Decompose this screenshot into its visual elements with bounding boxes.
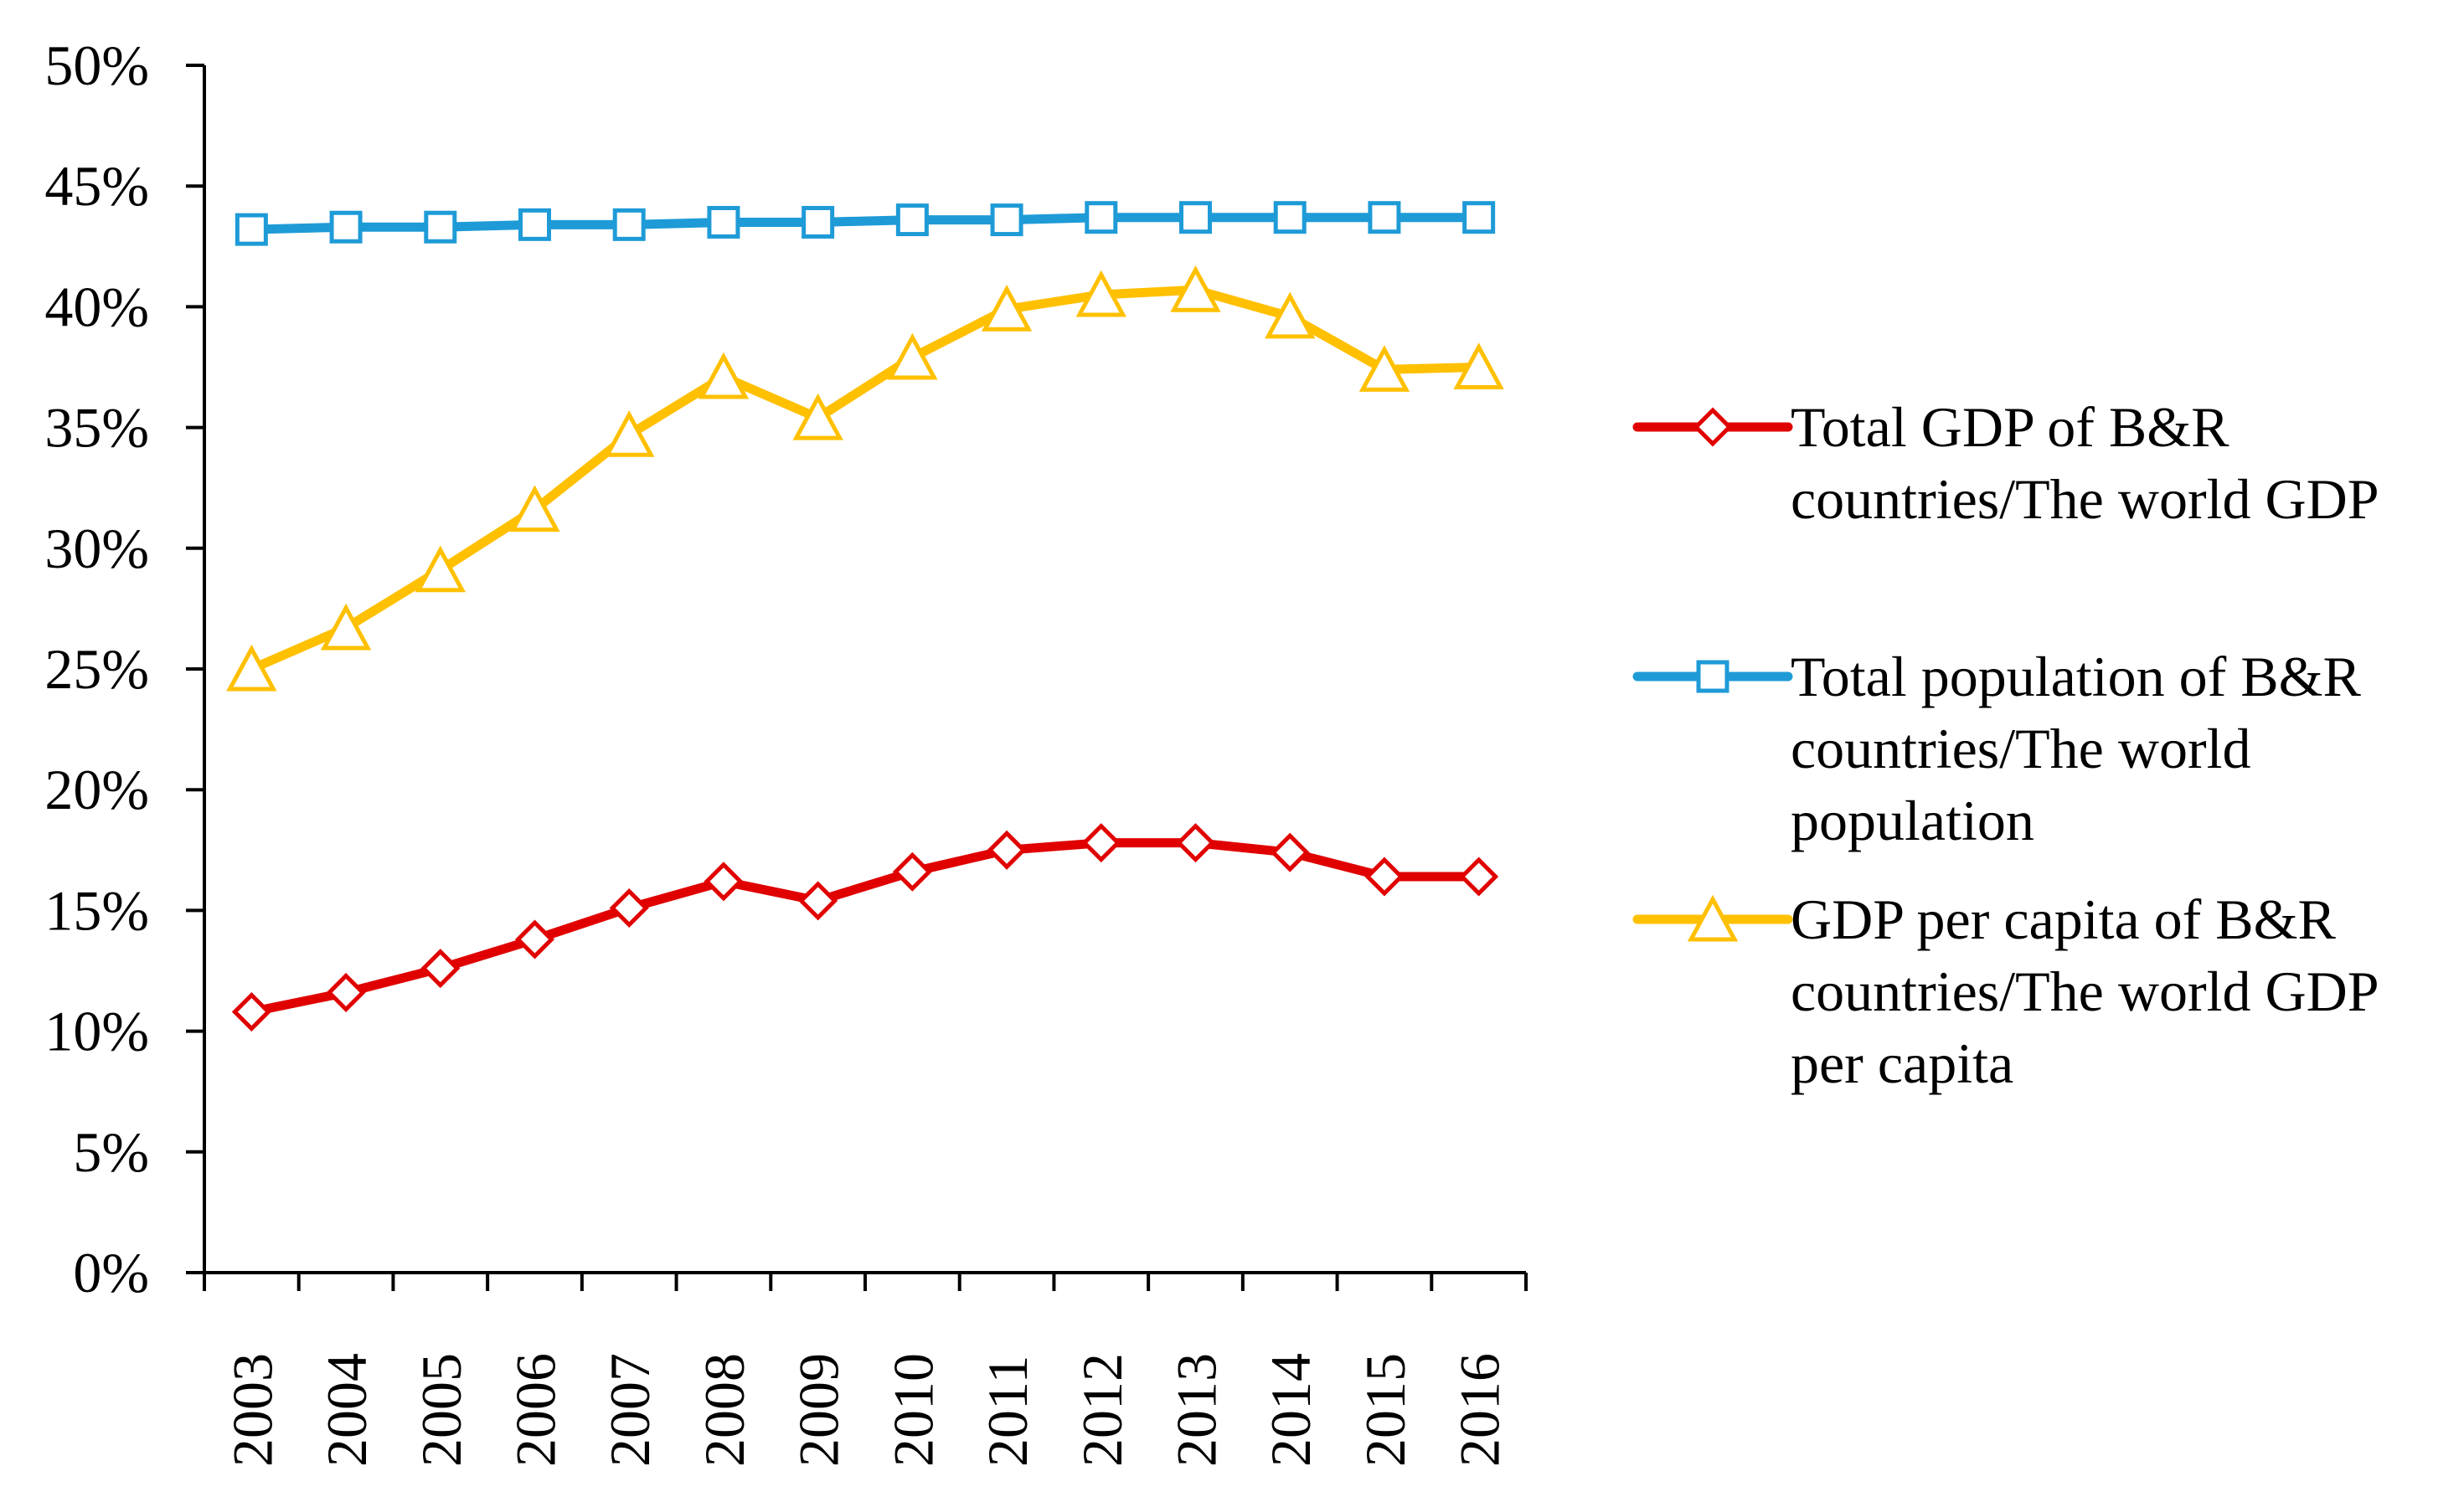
y-tick-label: 30%: [44, 517, 149, 580]
data-point: [320, 603, 372, 651]
data-point: [1462, 201, 1496, 234]
data-point: [1179, 201, 1212, 234]
data-point: [802, 205, 835, 239]
data-point: [1364, 857, 1405, 897]
data-point: [792, 393, 843, 440]
data-point: [887, 332, 938, 380]
legend-label-line: countries/The world GDP: [1791, 960, 2379, 1023]
data-point: [990, 203, 1023, 237]
x-axis-ticks: 2003 2004 2005 2006 2007 2008 2009 2010 2011 2012…: [203, 1273, 1528, 1467]
x-tick-label: 2016: [1448, 1353, 1512, 1467]
legend-label-line: Total population of B&R: [1791, 645, 2362, 708]
x-tick-label: 2011: [976, 1356, 1039, 1467]
y-tick-label: 25%: [44, 637, 149, 701]
y-tick-label: 40%: [44, 275, 149, 338]
data-point: [329, 210, 363, 244]
y-tick-label: 45%: [44, 154, 149, 218]
data-point: [415, 545, 466, 593]
legend-label-line: per capita: [1791, 1032, 2013, 1095]
legend-label-line: countries/The world: [1791, 717, 2251, 780]
series-square-group: [235, 201, 1496, 246]
data-point: [604, 410, 655, 457]
data-point: [1265, 291, 1316, 339]
y-tick-label: 10%: [44, 1000, 149, 1063]
data-point: [892, 851, 932, 892]
data-point: [509, 485, 560, 532]
data-point: [1270, 832, 1310, 872]
series-triangle-group: [226, 265, 1504, 692]
data-point: [1175, 823, 1216, 863]
data-point: [231, 991, 271, 1032]
x-tick-label: 2014: [1259, 1353, 1322, 1467]
data-point: [895, 203, 929, 237]
data-point: [226, 644, 277, 692]
x-tick-label: 2013: [1165, 1353, 1229, 1467]
legend-swatch-marker: [1693, 407, 1733, 447]
x-tick-label: 2009: [787, 1353, 851, 1467]
y-tick-label: 20%: [44, 758, 149, 821]
series-diamond-group: [231, 823, 1499, 1032]
x-tick-label: 2006: [504, 1353, 568, 1467]
data-point: [420, 949, 461, 989]
x-tick-label: 2012: [1070, 1353, 1134, 1467]
legend-entry: Total GDP of B&R countries/The world GDP: [1632, 395, 2379, 531]
data-point: [1273, 201, 1307, 234]
legend-label-line: Total GDP of B&R: [1791, 395, 2229, 459]
legend-swatch-marker: [1687, 894, 1739, 942]
legend-label-line: countries/The world GDP: [1791, 467, 2379, 531]
data-point: [514, 919, 555, 960]
data-point: [698, 352, 750, 399]
series-line: [246, 285, 1484, 674]
legend-entry: GDP per capita of B&R countries/The world…: [1632, 887, 2379, 1095]
legend-label-line: population: [1791, 789, 2034, 852]
data-point: [707, 205, 740, 239]
data-point: [704, 862, 744, 902]
x-tick-label: 2005: [410, 1353, 473, 1467]
data-point: [987, 830, 1027, 870]
data-point: [1368, 201, 1401, 234]
legend-swatch-marker: [1696, 660, 1729, 693]
legend-entry: Total population of B&R countries/The wor…: [1632, 645, 2362, 852]
data-point: [235, 213, 268, 246]
chart-series: [226, 201, 1504, 1032]
data-point: [1170, 265, 1221, 312]
data-point: [1453, 342, 1504, 389]
x-tick-label: 2004: [315, 1353, 379, 1467]
data-point: [1075, 270, 1126, 317]
legend-label-line: GDP per capita of B&R: [1791, 887, 2337, 951]
data-point: [1085, 201, 1118, 234]
data-point: [981, 285, 1033, 332]
y-tick-label: 5%: [73, 1120, 149, 1184]
data-point: [1459, 857, 1499, 897]
data-point: [518, 208, 551, 241]
chart-axes: [203, 65, 1526, 1274]
y-tick-label: 0%: [73, 1241, 149, 1304]
data-point: [798, 881, 838, 921]
data-point: [424, 210, 457, 244]
data-point: [609, 887, 649, 929]
y-tick-label: 35%: [44, 396, 149, 460]
x-tick-label: 2003: [220, 1353, 284, 1467]
data-point: [1081, 823, 1121, 863]
data-point: [612, 208, 646, 241]
data-point: [1358, 345, 1410, 392]
x-tick-label: 2008: [693, 1353, 756, 1467]
y-tick-label: 50%: [44, 33, 149, 97]
y-tick-label: 15%: [44, 878, 149, 942]
x-tick-label: 2010: [881, 1353, 945, 1467]
data-point: [326, 972, 366, 1012]
x-tick-label: 2015: [1353, 1353, 1417, 1467]
y-axis-ticks: 0% 5% 10% 15% 20% 25% 30% 35% 40% 45% 50%: [44, 33, 204, 1304]
series-line: [246, 838, 1484, 1017]
x-tick-label: 2007: [598, 1353, 662, 1467]
